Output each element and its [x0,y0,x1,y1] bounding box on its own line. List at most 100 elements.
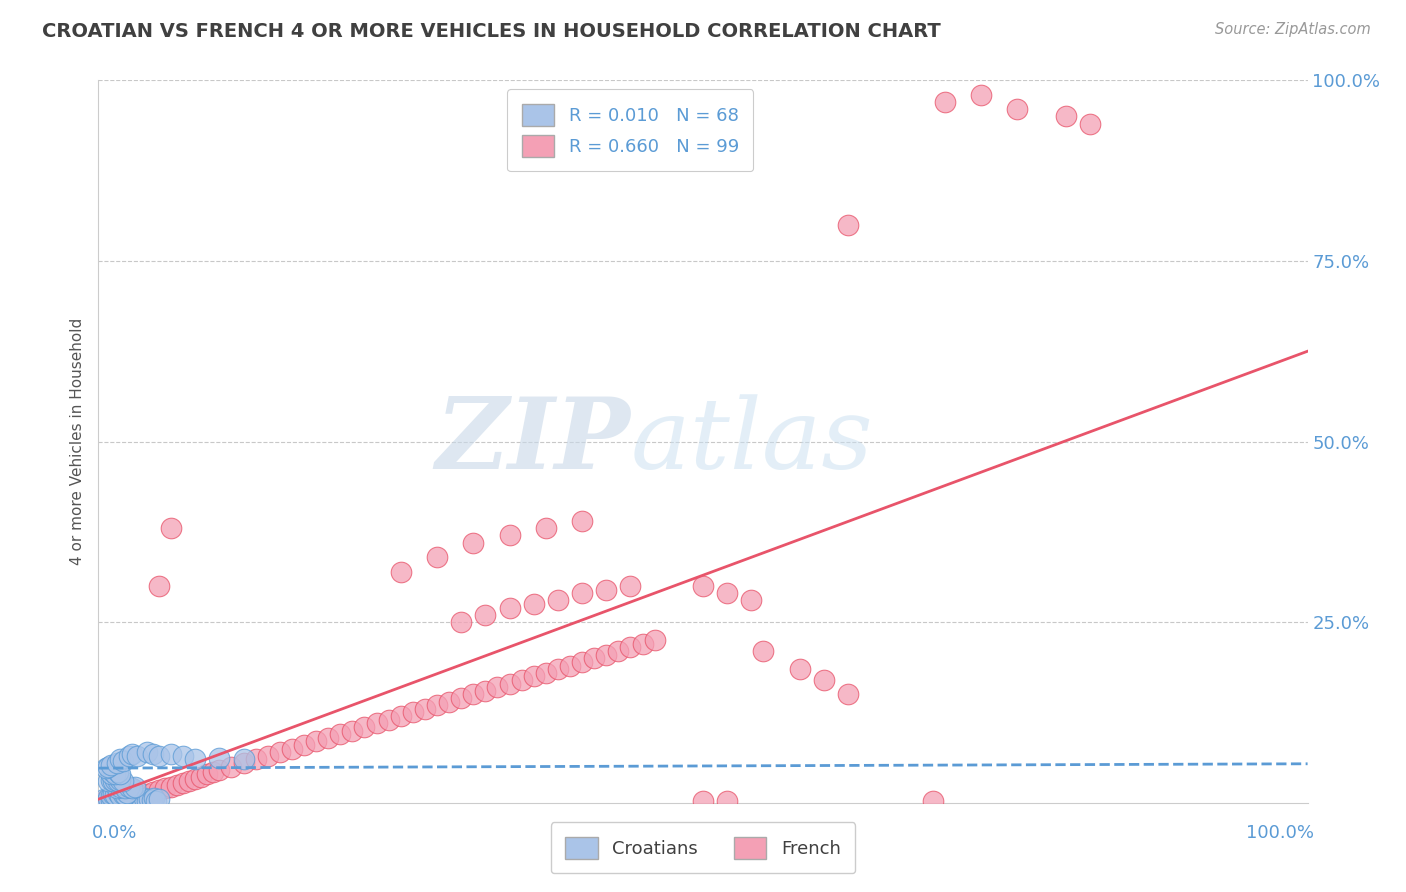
Point [740,593,762,607]
Point [583,651,606,665]
Point [114,791,136,805]
Point [607,644,630,658]
Point [172,775,194,789]
Point [94,761,117,775]
Text: atlas: atlas [630,394,873,489]
Point [329,727,352,741]
Point [208,764,231,778]
Legend: Croatians, French: Croatians, French [551,822,855,873]
Point [97,774,120,789]
Point [571,586,593,600]
Point [128,792,150,806]
Point [498,676,520,690]
Point [970,87,993,102]
Point [111,787,134,801]
Text: CROATIAN VS FRENCH 4 OR MORE VEHICLES IN HOUSEHOLD CORRELATION CHART: CROATIAN VS FRENCH 4 OR MORE VEHICLES IN… [42,22,941,41]
Point [166,778,188,792]
Point [134,791,156,805]
Point [114,790,136,805]
Point [108,780,131,794]
Point [934,95,956,109]
Point [921,794,943,808]
Point [108,790,131,805]
Point [195,767,218,781]
Point [148,782,170,797]
Point [107,765,129,780]
Point [148,748,170,763]
Point [619,579,641,593]
Point [124,790,146,805]
Point [101,791,124,805]
Point [118,791,141,805]
Point [118,792,141,806]
Point [104,772,127,787]
Point [127,794,149,808]
Point [813,673,835,687]
Point [107,786,129,800]
Point [114,788,136,802]
Point [837,218,859,232]
Text: Source: ZipAtlas.com: Source: ZipAtlas.com [1215,22,1371,37]
Point [595,648,617,662]
Point [389,709,412,723]
Point [101,765,124,780]
Point [143,791,166,805]
Point [547,662,569,676]
Point [692,579,714,593]
Point [571,655,593,669]
Point [108,792,131,806]
Point [105,792,128,806]
Point [595,582,617,597]
Point [100,789,122,803]
Point [172,748,194,763]
Point [97,792,120,806]
Point [153,781,176,796]
Point [107,774,129,789]
Point [118,748,141,763]
Text: 100.0%: 100.0% [1246,824,1313,842]
Point [486,680,509,694]
Point [160,780,183,794]
Point [129,789,152,803]
Point [366,716,388,731]
Point [377,713,399,727]
Point [96,794,118,808]
Point [281,741,304,756]
Point [316,731,339,745]
Point [138,792,160,806]
Point [450,691,472,706]
Point [547,593,569,607]
Point [1054,110,1077,124]
Point [232,752,254,766]
Point [342,723,364,738]
Point [256,748,278,763]
Point [692,794,714,808]
Point [184,752,207,766]
Point [145,794,167,808]
Point [716,794,738,808]
Point [269,745,291,759]
Point [752,644,775,658]
Point [498,528,520,542]
Point [97,790,120,805]
Point [644,633,666,648]
Point [104,788,127,802]
Point [135,787,157,801]
Point [121,781,143,796]
Point [104,767,127,781]
Point [631,637,654,651]
Point [124,791,146,805]
Point [292,738,315,752]
Point [100,793,122,807]
Point [111,754,134,768]
Point [142,747,165,761]
Point [426,698,449,713]
Point [179,774,201,789]
Point [184,772,207,786]
Point [105,781,128,796]
Point [101,791,124,805]
Point [619,640,641,655]
Point [105,790,128,805]
Point [498,600,520,615]
Point [389,565,412,579]
